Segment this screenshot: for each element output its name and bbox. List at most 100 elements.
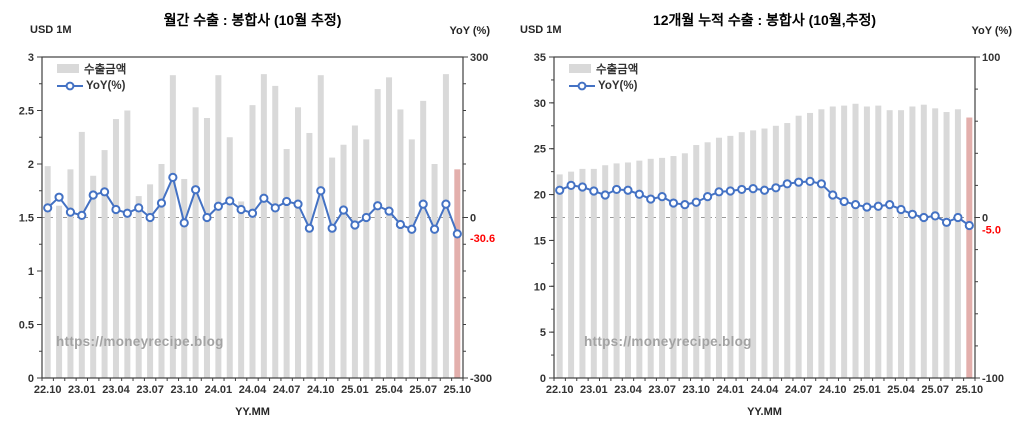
x-tick-label: 23.10	[170, 384, 198, 396]
yoy-marker	[657, 192, 667, 202]
legend: 수출금액 YoY(%)	[57, 60, 126, 94]
x-tick-label: 22.10	[34, 384, 62, 396]
yoy-marker	[441, 199, 451, 209]
yoy-marker	[873, 201, 883, 211]
yoy-marker	[737, 184, 747, 195]
yoy-marker	[680, 200, 690, 210]
yoy-marker	[862, 202, 872, 212]
bar	[670, 156, 677, 378]
yoy-marker	[134, 203, 144, 213]
chart-cumulative-export: 35 30 25 20 15 10 5 0 100 0 -100 22.10 23.01 23.04 23.…	[512, 0, 1024, 439]
yoy-marker	[964, 220, 974, 231]
yoy-marker	[703, 192, 713, 202]
bar	[420, 100, 427, 379]
yoy-marker	[634, 189, 644, 199]
bar	[841, 105, 848, 378]
bar	[147, 184, 154, 378]
bar	[249, 105, 256, 379]
bar	[317, 75, 324, 378]
left-tick-label: 1.5	[19, 213, 34, 225]
bar	[272, 85, 279, 378]
yoy-marker	[919, 212, 929, 223]
bar	[954, 109, 961, 378]
yoy-marker	[361, 212, 371, 223]
yoy-marker	[930, 211, 940, 221]
x-tick-label: 24.04	[751, 384, 779, 396]
right-tick-label: -100	[982, 373, 1004, 385]
right-tick-label: 0	[470, 213, 476, 225]
bar	[226, 137, 233, 378]
legend-label-line: YoY(%)	[598, 79, 638, 92]
x-tick-label: 25.10	[956, 384, 984, 396]
bar	[681, 153, 688, 378]
left-tick-label: 0	[28, 373, 34, 385]
bar	[898, 110, 905, 379]
yoy-marker	[373, 201, 383, 211]
bar	[408, 139, 415, 378]
plot-area: 35 30 25 20 15 10 5 0 100 0 -100 22.10 23.01 23.04 23.…	[534, 52, 1004, 396]
yoy-marker	[259, 193, 269, 203]
legend-label-line: YoY(%)	[86, 79, 126, 92]
bar	[181, 178, 188, 378]
right-tick-label: 0	[982, 213, 988, 225]
x-tick-label: 24.07	[273, 384, 301, 396]
bar	[920, 104, 927, 378]
x-tick-label: 23.04	[614, 384, 642, 396]
x-tick-label: 24.10	[819, 384, 847, 396]
yoy-marker	[168, 172, 178, 182]
left-tick-label: 5	[540, 327, 546, 339]
bar	[238, 201, 245, 378]
yoy-marker	[282, 196, 292, 207]
yoy-marker	[156, 198, 167, 208]
x-tick-label: 25.07	[409, 384, 437, 396]
legend-item-line: YoY(%)	[57, 77, 126, 94]
yoy-marker	[77, 210, 87, 220]
yoy-marker	[794, 177, 804, 187]
bar	[363, 139, 370, 378]
bar	[624, 162, 631, 378]
right-axis-unit-label: YoY (%)	[971, 25, 1012, 37]
bar	[158, 164, 165, 378]
yoy-marker	[566, 180, 576, 190]
bar	[602, 165, 609, 378]
yoy-marker	[191, 185, 201, 195]
bar	[78, 131, 85, 378]
legend-label-bars: 수출금액	[84, 63, 127, 76]
bar-estimate	[966, 117, 973, 378]
yoy-marker	[555, 185, 565, 195]
yoy-marker	[247, 208, 258, 218]
bar	[727, 135, 734, 378]
yoy-marker	[839, 196, 849, 207]
bar	[351, 125, 358, 378]
yoy-marker	[691, 197, 701, 207]
yoy-marker	[805, 176, 815, 186]
legend-item-line: YoY(%)	[569, 77, 638, 94]
x-tick-label: 23.01	[68, 384, 96, 396]
line-marker-icon	[569, 81, 595, 91]
yoy-marker	[213, 201, 223, 211]
yoy-marker	[896, 204, 906, 215]
yoy-marker	[293, 199, 303, 209]
yoy-marker	[111, 204, 121, 215]
right-axis-unit-label: YoY (%)	[449, 25, 490, 37]
chart-title: 12개월 누적 수출 : 봉합사 (10월,추정)	[652, 12, 877, 28]
yoy-marker	[395, 219, 406, 230]
yoy-marker	[748, 184, 758, 194]
watermark: https://moneyrecipe.blog	[56, 334, 224, 349]
chart-monthly-export: 3 2.5 2 1.5 1 0.5 0 300 0 -300 22.10 23.01 23.04 23.0…	[19, 12, 495, 418]
bar	[852, 103, 859, 378]
yoy-marker	[350, 220, 360, 230]
bar	[101, 150, 108, 378]
bar	[260, 74, 267, 379]
yoy-marker	[202, 212, 212, 223]
left-tick-label: 0.5	[19, 320, 34, 332]
last-value-label: -30.6	[470, 233, 495, 245]
yoy-marker	[316, 186, 326, 196]
x-tick-label: 23.07	[136, 384, 164, 396]
yoy-marker	[429, 224, 440, 234]
bar	[215, 75, 222, 378]
last-value-label: -5.0	[982, 225, 1001, 237]
left-tick-label: 3	[28, 52, 34, 64]
yoy-marker	[782, 179, 792, 189]
legend: 수출금액 YoY(%)	[569, 60, 638, 94]
